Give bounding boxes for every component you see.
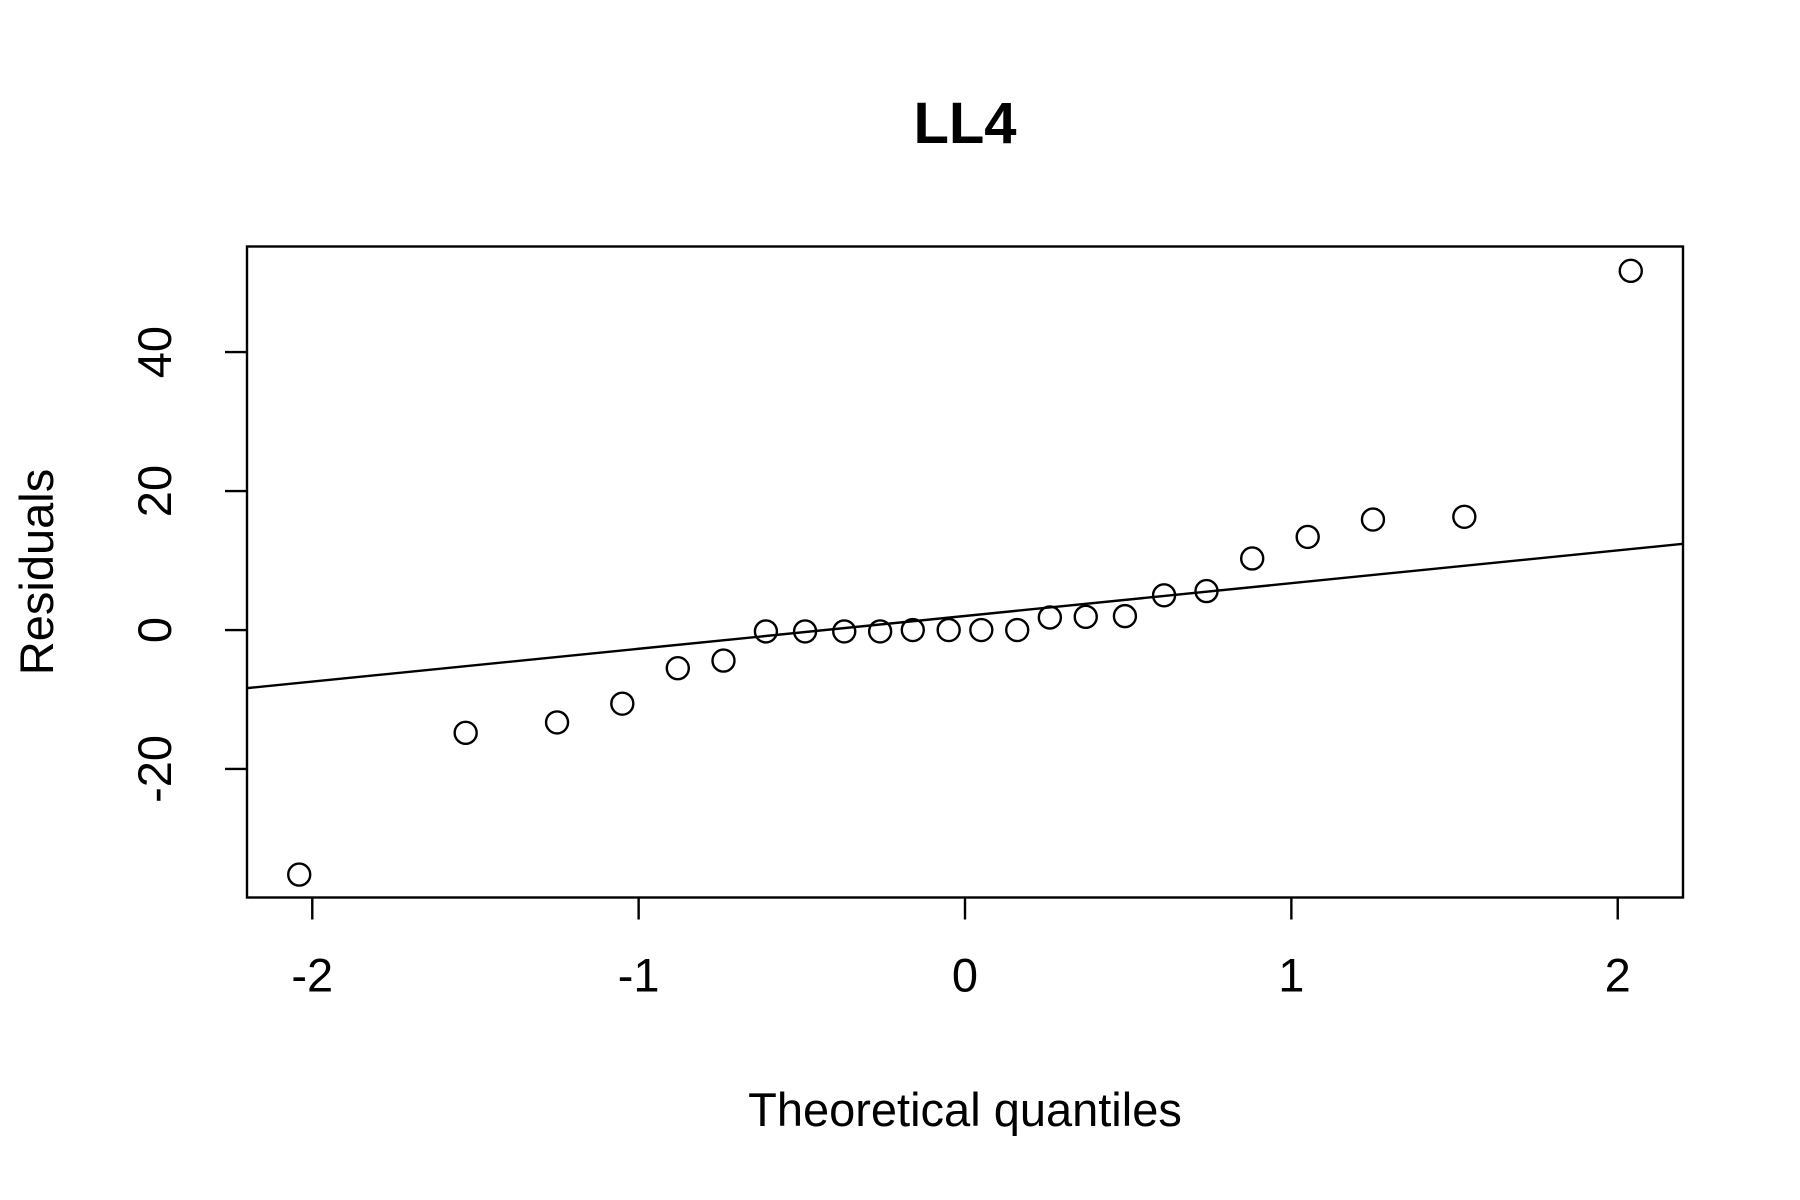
y-axis-label: Residuals xyxy=(10,469,63,675)
x-tick-label: 2 xyxy=(1605,949,1631,1002)
qq-point xyxy=(1112,603,1138,629)
y-tick-label: 20 xyxy=(128,465,181,517)
qq-point xyxy=(1295,524,1320,550)
y-tick-label: 40 xyxy=(128,326,181,378)
x-axis-label: Theoretical quantiles xyxy=(748,1083,1182,1136)
qq-reference-line xyxy=(246,542,1684,690)
y-tick-label: 0 xyxy=(128,617,181,643)
qq-point xyxy=(792,619,818,644)
qq-point xyxy=(867,619,893,644)
plot-frame xyxy=(245,245,1685,899)
qq-point xyxy=(936,617,961,643)
y-axis: -20 0 20 40 xyxy=(128,326,247,803)
x-tick-label: -2 xyxy=(291,949,333,1002)
qq-point xyxy=(711,648,736,673)
plot-area xyxy=(246,258,1684,887)
qq-point xyxy=(1452,504,1477,529)
qq-point xyxy=(1151,583,1177,608)
qq-point xyxy=(753,619,779,644)
qq-point xyxy=(1360,507,1386,532)
x-tick-label: 0 xyxy=(952,949,978,1002)
qq-point xyxy=(287,862,312,887)
qq-point xyxy=(832,619,857,644)
x-tick-label: -1 xyxy=(618,949,660,1002)
qq-point xyxy=(1005,617,1030,643)
x-tick-label: 1 xyxy=(1278,949,1304,1002)
y-tick-label: -20 xyxy=(128,735,181,803)
points-layer xyxy=(287,258,1643,887)
qq-point xyxy=(1239,546,1265,571)
qq-point xyxy=(1618,258,1643,284)
qq-point xyxy=(665,656,690,681)
qq-point xyxy=(453,720,478,746)
qq-point xyxy=(544,710,570,735)
qq-point xyxy=(1194,578,1219,604)
qq-point xyxy=(969,617,994,643)
chart-title: LL4 xyxy=(913,91,1016,156)
qq-point xyxy=(1073,604,1098,630)
qq-point xyxy=(610,691,635,716)
x-axis: -2 -1 0 1 2 xyxy=(291,897,1631,1002)
qq-point xyxy=(900,617,925,643)
qq-point xyxy=(1037,605,1063,630)
